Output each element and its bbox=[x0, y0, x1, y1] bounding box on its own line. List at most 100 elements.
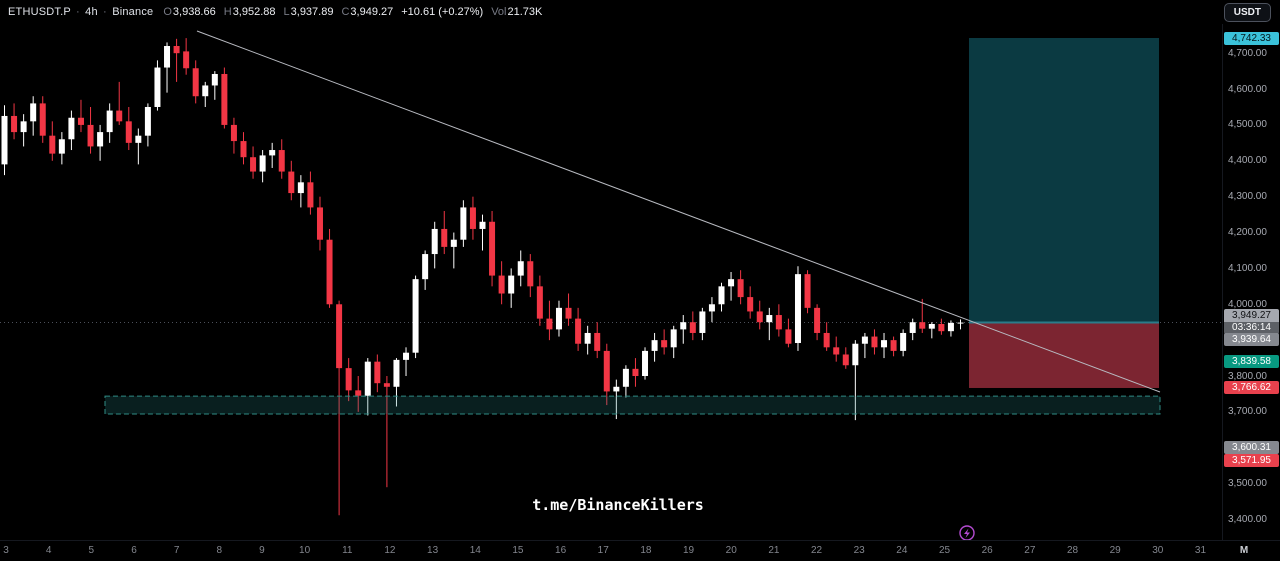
time-tick-label: 7 bbox=[173, 545, 180, 556]
candle-body bbox=[536, 286, 543, 319]
candle-body bbox=[87, 124, 94, 147]
ohlc-field-label: C bbox=[341, 6, 350, 18]
candle-body bbox=[871, 336, 878, 348]
candle-body bbox=[928, 324, 935, 329]
time-tick-label: 5 bbox=[88, 545, 95, 556]
candle-body bbox=[412, 279, 419, 353]
separator: · bbox=[103, 6, 107, 18]
candle-body bbox=[383, 383, 390, 387]
candle-body bbox=[422, 254, 429, 280]
candle-body bbox=[718, 286, 725, 305]
price-line-label: 3,766.62 bbox=[1224, 381, 1279, 395]
candle-body bbox=[441, 228, 448, 247]
candle-body bbox=[699, 311, 706, 333]
time-tick-label: 6 bbox=[131, 545, 137, 556]
candle-body bbox=[642, 350, 649, 377]
month-tick-label: M bbox=[1239, 545, 1249, 556]
candle-body bbox=[565, 307, 572, 319]
separator: · bbox=[76, 6, 80, 18]
candle-body bbox=[947, 322, 954, 332]
time-tick-label: 11 bbox=[342, 545, 353, 556]
candle-body bbox=[403, 352, 410, 360]
price-tick-label: 3,800.00 bbox=[1228, 370, 1267, 382]
time-tick-label: 14 bbox=[469, 545, 481, 556]
candle-body bbox=[173, 46, 180, 54]
symbol-name: ETHUSDT.P bbox=[8, 6, 71, 18]
candle-body bbox=[708, 304, 715, 312]
candle-body bbox=[861, 336, 868, 344]
candle-body bbox=[804, 274, 811, 308]
time-tick-label: 9 bbox=[259, 545, 265, 556]
candle-body bbox=[240, 141, 247, 158]
ohlc-field-value: 3,938.66 bbox=[172, 6, 216, 18]
long-position-profit-box[interactable] bbox=[969, 38, 1159, 323]
candle-body bbox=[450, 239, 457, 247]
candle-body bbox=[670, 329, 677, 348]
price-line-label: 3,839.58 bbox=[1224, 355, 1279, 369]
current-price-value: 3,949.27 bbox=[1224, 309, 1279, 323]
candle-body bbox=[546, 318, 553, 330]
candle-body bbox=[221, 73, 228, 125]
ohlc-field-value: 3,937.89 bbox=[290, 6, 334, 18]
trendline[interactable] bbox=[196, 30, 1161, 393]
symbol-title[interactable]: ETHUSDT.P · 4h · Binance bbox=[8, 6, 153, 18]
candle-body bbox=[336, 304, 343, 369]
interval: 4h bbox=[85, 6, 98, 18]
time-tick-label: 8 bbox=[216, 545, 223, 556]
time-tick-label: 13 bbox=[427, 545, 439, 556]
candle-body bbox=[689, 322, 696, 333]
event-lightning-icon[interactable] bbox=[959, 525, 975, 540]
candle-body bbox=[919, 322, 926, 329]
candle-body bbox=[269, 150, 276, 156]
candle-body bbox=[957, 322, 964, 324]
time-tick-label: 17 bbox=[597, 545, 609, 556]
price-axis[interactable]: 4,742.33 4,700.00 4,600.00 4,500.00 4,400.00… bbox=[1222, 0, 1280, 540]
support-zone-rectangle[interactable] bbox=[104, 395, 1161, 415]
candle-body bbox=[77, 117, 84, 125]
time-tick-label: 24 bbox=[896, 545, 908, 556]
candle-body bbox=[278, 150, 285, 172]
candle-body bbox=[288, 171, 295, 194]
candle-body bbox=[30, 103, 37, 122]
candle-body bbox=[747, 297, 754, 312]
candle-body bbox=[345, 368, 352, 391]
time-tick-label: 23 bbox=[853, 545, 865, 556]
current-price-label: 3,949.27 03:36:14 bbox=[1224, 309, 1279, 335]
candle-body bbox=[164, 46, 171, 68]
exchange: Binance bbox=[112, 6, 154, 18]
candle-body bbox=[250, 157, 257, 172]
candle-body bbox=[881, 340, 888, 348]
time-tick-label: 18 bbox=[640, 545, 652, 556]
price-line-label: 3,571.95 bbox=[1224, 454, 1279, 468]
time-tick-label: 3 bbox=[3, 545, 9, 556]
time-tick-label: 20 bbox=[725, 545, 737, 556]
candle-body bbox=[613, 386, 620, 392]
time-tick-label: 25 bbox=[938, 545, 951, 556]
candle-body bbox=[498, 275, 505, 294]
candle-body bbox=[230, 124, 237, 142]
ohlc-field-label: H bbox=[223, 6, 232, 18]
time-axis[interactable]: 3 4 5 6 7 8 9 10 11 12 13 14 15 16 17 18 19 20 21 22 23 24 25 2… bbox=[0, 540, 1280, 561]
price-line-label: 4,742.33 bbox=[1224, 31, 1279, 45]
bar-countdown: 03:36:14 bbox=[1224, 322, 1279, 335]
candle-body bbox=[154, 67, 161, 107]
currency-toggle-button[interactable]: USDT bbox=[1223, 3, 1271, 22]
time-tick-label: 26 bbox=[981, 545, 993, 556]
time-tick-label: 4 bbox=[45, 545, 52, 556]
candle-body bbox=[326, 239, 333, 305]
candle-body bbox=[584, 332, 591, 344]
volume-value: 21.73K bbox=[507, 6, 543, 18]
time-tick-label: 30 bbox=[1152, 545, 1164, 556]
candle-body bbox=[603, 350, 610, 392]
candle-body bbox=[555, 307, 562, 330]
candle-body bbox=[460, 207, 467, 240]
price-tick-label: 3,500.00 bbox=[1228, 478, 1267, 490]
candlestick-chart[interactable]: t.me/BinanceKillers bbox=[0, 0, 1222, 540]
candle-body bbox=[909, 322, 916, 333]
ohlc-field-value: 3,952.88 bbox=[232, 6, 276, 18]
price-tick-label: 4,100.00 bbox=[1228, 262, 1267, 274]
candle-body bbox=[651, 340, 658, 351]
candle-body bbox=[1, 115, 8, 165]
candle-body bbox=[728, 279, 735, 287]
candle-body bbox=[316, 207, 323, 240]
